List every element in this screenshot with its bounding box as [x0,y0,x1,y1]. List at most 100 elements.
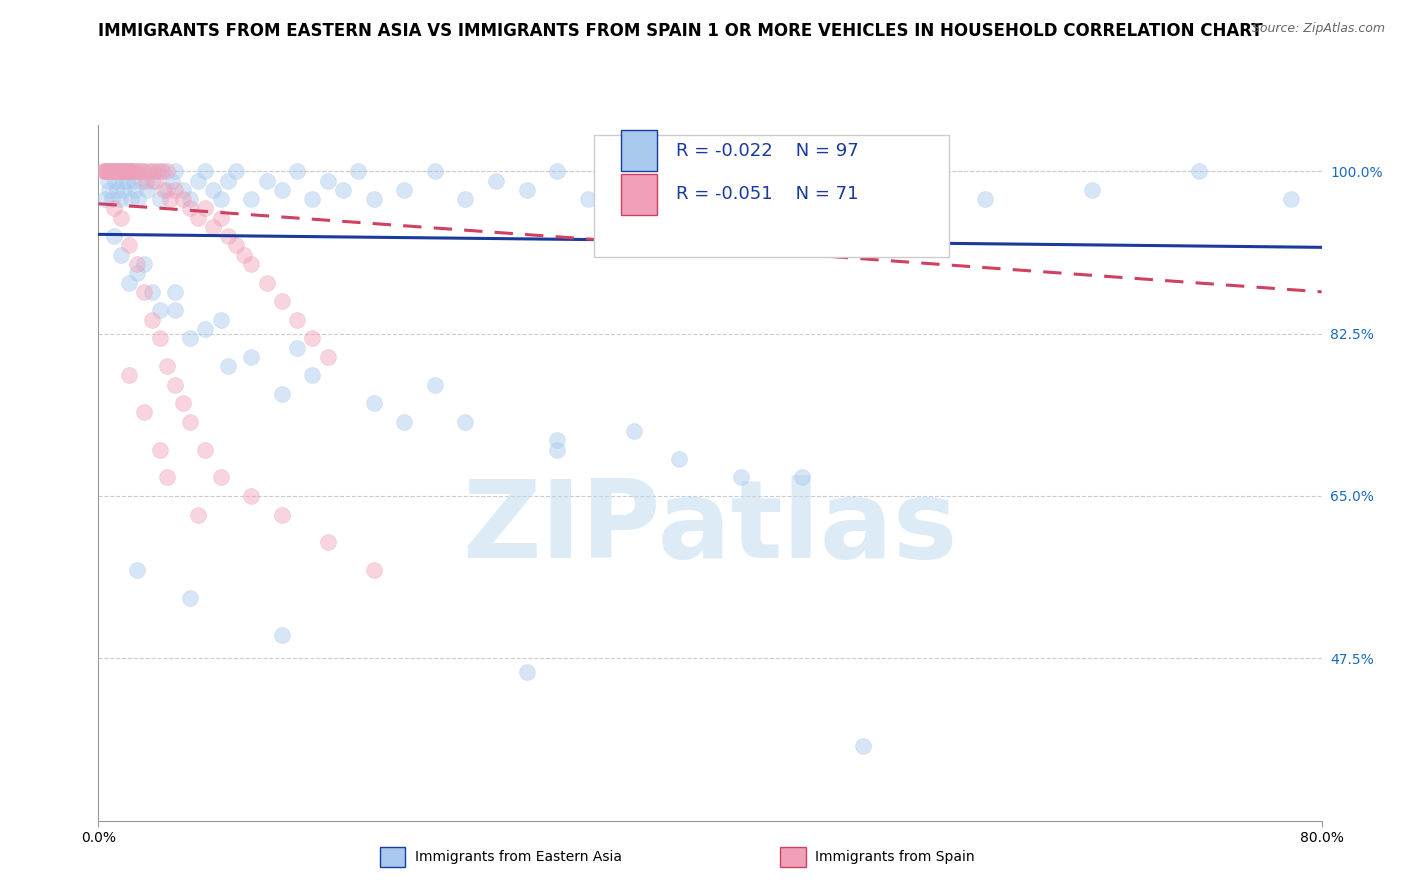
Point [883,173,905,187]
Point [1188,164,1211,178]
Point [163,303,186,318]
Point [232,248,254,262]
Point [423,164,446,178]
FancyBboxPatch shape [620,129,658,171]
Text: R = -0.051    N = 71: R = -0.051 N = 71 [676,186,858,203]
Point [301,331,323,345]
Point [160,173,183,187]
Point [112,164,135,178]
Point [125,266,148,280]
Point [98,183,121,197]
Point [149,442,172,457]
Point [1279,192,1302,206]
Point [122,173,145,187]
Point [141,164,163,178]
Point [392,183,416,197]
Point [134,257,156,271]
Point [108,164,131,178]
Point [118,164,141,178]
Point [332,183,354,197]
Point [194,442,217,457]
Point [209,312,232,326]
Point [852,739,875,754]
Point [301,368,323,383]
Text: Source: ZipAtlas.com: Source: ZipAtlas.com [1251,22,1385,36]
Point [125,164,148,178]
Point [110,164,132,178]
Point [149,303,172,318]
Point [98,164,121,178]
Point [125,257,148,271]
Point [125,563,148,577]
Point [240,489,263,503]
Point [576,192,599,206]
Point [270,183,294,197]
Point [790,192,813,206]
Point [104,173,127,187]
Point [270,628,294,642]
Point [118,368,141,383]
Point [153,183,176,197]
Point [94,164,117,178]
Point [392,415,416,429]
Text: IMMIGRANTS FROM EASTERN ASIA VS IMMIGRANTS FROM SPAIN 1 OR MORE VEHICLES IN HOUS: IMMIGRANTS FROM EASTERN ASIA VS IMMIGRAN… [98,22,1263,40]
Point [225,238,247,252]
Point [150,164,173,178]
Point [156,183,179,197]
Point [91,164,114,178]
Point [285,312,308,326]
Point [546,164,568,178]
Point [111,164,134,178]
Point [217,229,239,244]
Point [108,192,131,206]
Point [256,173,278,187]
Point [256,276,278,290]
Point [454,415,477,429]
Point [141,312,163,326]
Point [135,173,157,187]
Point [363,563,385,577]
Point [103,202,125,216]
Point [240,350,263,364]
Point [122,164,145,178]
FancyBboxPatch shape [593,136,949,257]
Point [285,164,308,178]
Point [118,164,141,178]
Point [156,470,179,484]
Point [107,164,129,178]
Point [285,341,308,355]
Point [120,164,142,178]
Point [179,415,201,429]
Point [730,470,752,484]
Point [172,396,194,410]
Point [152,164,174,178]
Point [103,164,125,178]
Point [217,173,239,187]
Point [149,331,172,345]
Point [225,164,247,178]
Point [115,164,138,178]
Point [118,276,141,290]
Point [134,405,156,419]
Point [129,173,152,187]
Point [347,164,370,178]
Point [93,192,115,206]
Point [156,164,179,178]
Point [134,285,156,299]
Point [156,359,179,373]
Point [143,164,166,178]
Point [209,470,232,484]
Point [97,164,120,178]
Point [117,164,139,178]
Point [172,183,194,197]
Point [179,192,201,206]
Point [187,211,209,225]
Point [217,359,239,373]
Point [316,350,339,364]
Point [128,164,150,178]
Text: ZIPatlas: ZIPatlas [463,475,957,582]
Point [363,192,385,206]
Point [516,665,538,680]
Point [974,192,997,206]
Point [138,164,160,178]
